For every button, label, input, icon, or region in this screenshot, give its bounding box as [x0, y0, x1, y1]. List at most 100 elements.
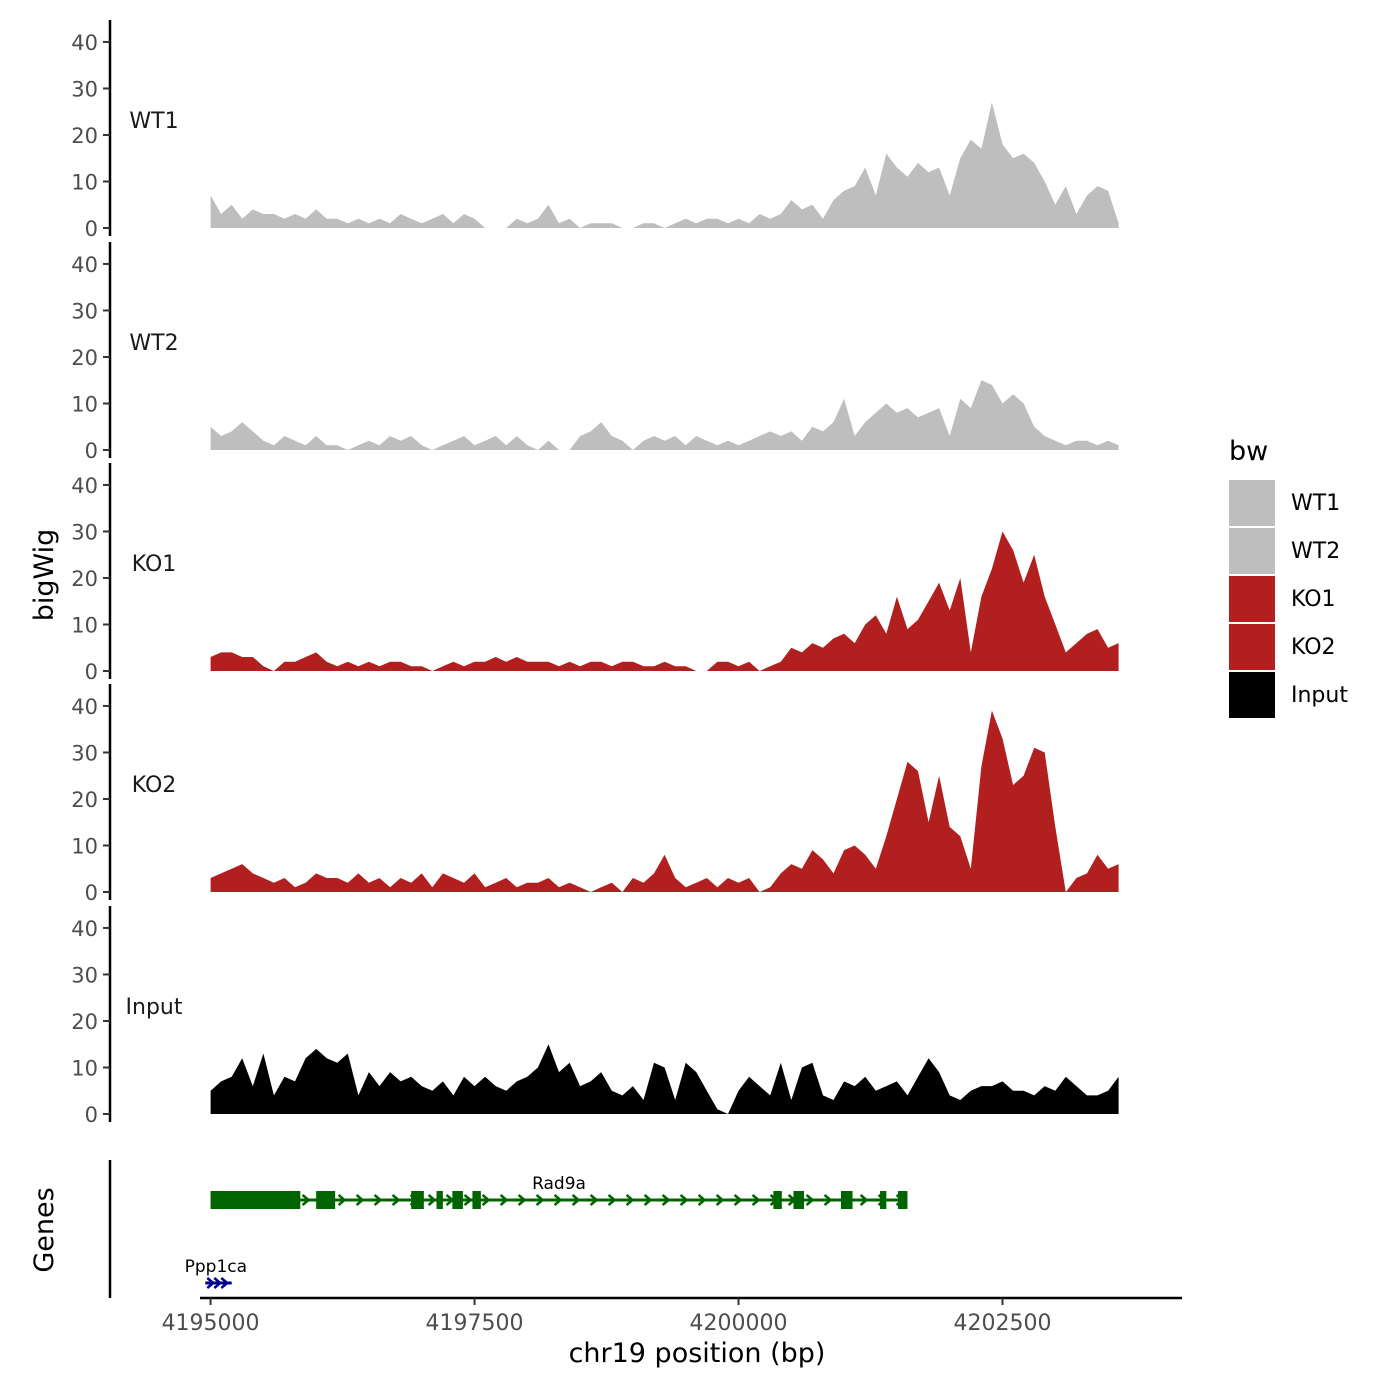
strand-chevron [301, 1194, 311, 1206]
coverage-area-ko1 [210, 531, 1119, 671]
gene-exon [316, 1191, 336, 1209]
y-tick-label: 0 [85, 881, 98, 905]
x-axis: 4195000 4197500 4200000 4202500 [162, 1296, 1182, 1336]
coverage-area-input [210, 1044, 1119, 1114]
track-label-wt2: WT2 [129, 331, 178, 356]
legend-label-wt2: WT2 [1291, 539, 1340, 564]
gene-rad9a: Rad9a [210, 1174, 908, 1209]
gene-exon [897, 1191, 908, 1209]
gene-label: Rad9a [532, 1174, 586, 1194]
x-tick-label: 4195000 [162, 1311, 260, 1336]
bigwig-panels: 0 10 20 30 40 WT1 0 10 20 30 40 WT2 0 10 20 30 40 KO1 0 10 2… [71, 20, 1119, 1127]
legend-label-input: Input [1291, 683, 1348, 708]
coverage-area-wt2 [210, 380, 1119, 450]
strand-chevron [355, 1194, 365, 1206]
legend-swatch-wt1 [1229, 480, 1275, 526]
y-tick-label: 0 [85, 217, 98, 241]
gene-exon [452, 1191, 463, 1209]
y-tick-label: 10 [71, 392, 98, 416]
strand-chevron [213, 1277, 223, 1289]
gene-exon [773, 1191, 782, 1209]
legend-title: bw [1229, 436, 1268, 467]
legend-swatch-input [1229, 672, 1275, 718]
strand-chevron [220, 1277, 230, 1289]
track-label-ko2: KO2 [132, 773, 177, 798]
coverage-area-wt1 [210, 102, 1119, 228]
x-tick-label: 4200000 [690, 1311, 788, 1336]
y-tick-label: 20 [71, 124, 98, 148]
track-label-input: Input [126, 995, 183, 1020]
legend-label-ko1: KO1 [1291, 587, 1336, 612]
y-tick-label: 10 [71, 170, 98, 194]
x-tick-label: 4202500 [954, 1311, 1052, 1336]
y-tick-label: 30 [71, 520, 98, 544]
panel-input: 0 10 20 30 40 Input [71, 906, 1119, 1127]
gene-exon [411, 1191, 424, 1209]
strand-chevron [427, 1194, 437, 1206]
y-tick-label: 0 [85, 660, 98, 684]
legend: bw WT1 WT2 KO1 KO2 Input [1229, 436, 1348, 718]
strand-chevron [751, 1194, 761, 1206]
strand-chevron [697, 1194, 707, 1206]
y-tick-label: 40 [71, 31, 98, 55]
strand-chevron [643, 1194, 653, 1206]
legend-label-wt1: WT1 [1291, 491, 1340, 516]
strand-chevron [715, 1194, 725, 1206]
strand-chevron [553, 1194, 563, 1206]
gene-exon [472, 1191, 481, 1209]
legend-swatch-wt2 [1229, 528, 1275, 574]
y-tick-label: 10 [71, 613, 98, 637]
strand-chevron [679, 1194, 689, 1206]
y-tick-label: 40 [71, 253, 98, 277]
strand-chevron [805, 1194, 815, 1206]
coverage-area-ko2 [210, 710, 1119, 892]
y-tick-label: 30 [71, 741, 98, 765]
strand-chevron [463, 1194, 473, 1206]
strand-chevron [661, 1194, 671, 1206]
y-tick-label: 0 [85, 1103, 98, 1127]
strand-chevron [517, 1194, 527, 1206]
strand-chevron [733, 1194, 743, 1206]
strand-chevron [481, 1194, 491, 1206]
gene-exon [793, 1191, 804, 1209]
panel-wt1: 0 10 20 30 40 WT1 [71, 20, 1119, 241]
y-tick-label: 30 [71, 77, 98, 101]
strand-chevron [337, 1194, 347, 1206]
y-tick-label: 10 [71, 834, 98, 858]
y-tick-label: 20 [71, 1010, 98, 1034]
x-axis-title: chr19 position (bp) [569, 1338, 826, 1369]
genes-track-title: Genes [29, 1187, 60, 1272]
genes-track: Rad9a Ppp1ca [108, 1160, 908, 1298]
strand-chevron [625, 1194, 635, 1206]
panel-ko2: 0 10 20 30 40 KO2 [71, 684, 1119, 905]
x-tick-label: 4197500 [426, 1311, 524, 1336]
legend-swatch-ko2 [1229, 624, 1275, 670]
gene-label: Ppp1ca [185, 1257, 247, 1277]
strand-chevron [373, 1194, 383, 1206]
y-axis-title: bigWig [29, 529, 60, 622]
strand-chevron [391, 1194, 401, 1206]
y-tick-label: 20 [71, 567, 98, 591]
gene-exon [880, 1191, 887, 1209]
strand-chevron [535, 1194, 545, 1206]
legend-swatch-ko1 [1229, 576, 1275, 622]
strand-chevron [571, 1194, 581, 1206]
gene-exon [210, 1191, 301, 1209]
y-tick-label: 10 [71, 1056, 98, 1080]
y-tick-label: 40 [71, 474, 98, 498]
y-tick-label: 20 [71, 788, 98, 812]
strand-chevron [823, 1194, 833, 1206]
panel-ko1: 0 10 20 30 40 KO1 [71, 463, 1119, 684]
strand-chevron [607, 1194, 617, 1206]
y-tick-label: 40 [71, 917, 98, 941]
strand-chevron [589, 1194, 599, 1206]
legend-label-ko2: KO2 [1291, 635, 1336, 660]
gene-ppp1ca: Ppp1ca [185, 1257, 247, 1289]
y-tick-label: 30 [71, 963, 98, 987]
track-label-ko1: KO1 [132, 552, 177, 577]
y-tick-label: 20 [71, 346, 98, 370]
strand-chevron [499, 1194, 509, 1206]
y-tick-label: 0 [85, 439, 98, 463]
y-tick-label: 30 [71, 299, 98, 323]
